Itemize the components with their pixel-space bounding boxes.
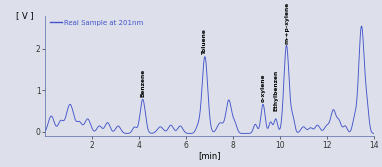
Text: Benzene: Benzene xyxy=(140,68,145,97)
X-axis label: [min]: [min] xyxy=(198,151,221,160)
Text: Toluene: Toluene xyxy=(202,28,207,54)
Text: o-xylene: o-xylene xyxy=(261,73,266,102)
Legend: Real Sample at 201nm: Real Sample at 201nm xyxy=(49,19,144,26)
Text: Ethylbenzen: Ethylbenzen xyxy=(274,70,279,111)
Text: [ V ]: [ V ] xyxy=(16,11,34,20)
Text: m-+p-xylene: m-+p-xylene xyxy=(285,2,290,44)
